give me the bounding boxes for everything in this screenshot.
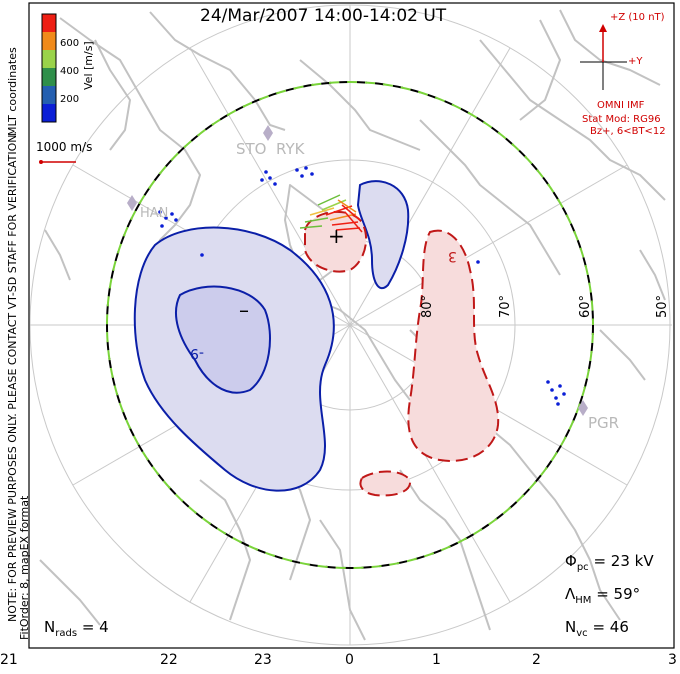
mlt-grid [30, 5, 672, 645]
mlt-tick-1: 1 [432, 652, 441, 668]
positive-potential-cell [407, 229, 500, 462]
scale-tick-600: 600 [60, 38, 80, 49]
color-scale-band [42, 86, 56, 104]
velocity-color-scale [41, 13, 57, 123]
imf-source: OMNI IMF [597, 100, 645, 111]
potential-minimum-marker: – [239, 298, 249, 322]
lat-label-80: 80° [420, 294, 435, 318]
potential-maximum-marker: + [328, 224, 345, 248]
phi-pc-stat: Φpc = 23 kV [565, 552, 654, 573]
station-pgr: PGR [588, 414, 620, 432]
lat-label-60: 60° [578, 294, 593, 318]
mlt-tick-21: 21 [0, 652, 18, 668]
station-han: HAN [140, 206, 169, 221]
negative-inner-contour [175, 285, 271, 394]
mlt-tick-2: 2 [532, 652, 541, 668]
map-title: 24/Mar/2007 14:00-14:02 UT [200, 6, 447, 26]
positive-small-cell [359, 470, 412, 497]
imf-model: Stat Mod: RG96 [582, 114, 661, 125]
contour-label-minus: -9 [190, 345, 204, 361]
nvc-stat: Nvc = 46 [565, 618, 629, 639]
imf-z-label: +Z (10 nT) [610, 12, 665, 23]
hm-boundary-green [106, 81, 594, 569]
fit-note: FitOrder: 8, mapEX format [18, 495, 31, 640]
reference-vector [39, 160, 76, 164]
radar-sites [127, 125, 588, 416]
station-sto: STO [236, 140, 267, 158]
contour-label-plus: 3 [448, 248, 457, 264]
station-ryk: RYK [276, 140, 305, 158]
scale-tick-200: 200 [60, 94, 80, 105]
nrads-stat: Nrads = 4 [44, 618, 109, 639]
mlt-tick-22: 22 [160, 652, 178, 668]
reference-vector-label: 1000 m/s [36, 140, 93, 154]
imf-y-label: +Y [628, 56, 643, 67]
mlt-tick-0: 0 [345, 652, 354, 668]
lat-label-70: 70° [498, 294, 513, 318]
imf-conditions: Bz+, 6<BT<12 [590, 126, 666, 137]
color-scale-border [41, 13, 57, 123]
data-points [158, 166, 566, 406]
color-scale-band [42, 32, 56, 50]
color-scale-band [42, 50, 56, 68]
negative-small-cell [356, 180, 410, 290]
color-scale-band [42, 104, 56, 122]
scale-tick-400: 400 [60, 66, 80, 77]
velocity-vectors [299, 194, 363, 233]
color-scale-band [42, 14, 56, 32]
mlt-tick-3: 3 [668, 652, 677, 668]
color-scale-band [42, 68, 56, 86]
map-frame [28, 2, 675, 649]
lat-label-50: 50° [655, 294, 670, 318]
imf-dial [580, 24, 627, 90]
coordinates-label: MLT coordinates [6, 47, 19, 136]
mlt-tick-23: 23 [254, 652, 272, 668]
lambda-hm-stat: ΛHM = 59° [565, 585, 641, 606]
